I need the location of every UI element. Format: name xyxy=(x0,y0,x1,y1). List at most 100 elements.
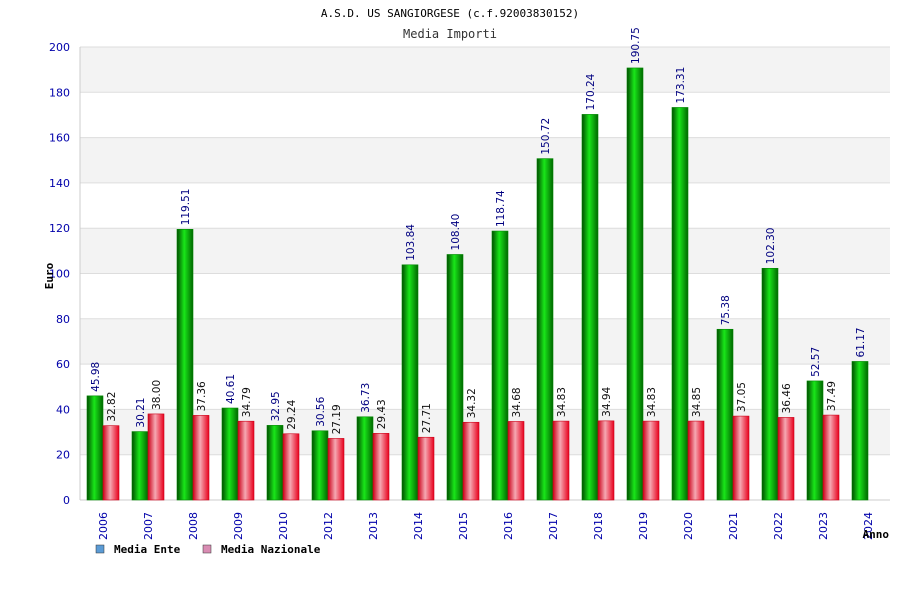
bar-media-ente-2010 xyxy=(266,425,284,501)
bar-media-nazionale-2013 xyxy=(372,433,390,501)
bar-media-ente-2008 xyxy=(176,229,194,501)
grid-lines xyxy=(79,46,890,501)
chart-title: A.S.D. US SANGIORGESE (c.f.92003830152) xyxy=(321,7,579,20)
bar-media-ente-2020 xyxy=(671,107,689,501)
y-tick-label: 100 xyxy=(49,268,70,281)
x-tick-label-2017: 2017 xyxy=(547,512,560,540)
y-axis-ticks: 0 20 40 60 80 100 120 140 160 180 200 xyxy=(49,41,70,507)
bar-label-media-ente-2010: 32.95 xyxy=(270,391,282,421)
x-tick-label-2006: 2006 xyxy=(97,512,110,540)
x-axis-ticks: 2006 2007 2008 2009 2010 2012 2013 2014 2015 2016… xyxy=(97,512,875,540)
x-tick-label-2019: 2019 xyxy=(637,512,650,540)
bar-label-media-ente-2012: 30.56 xyxy=(315,396,327,426)
bar-media-ente-2015 xyxy=(446,254,464,501)
bar-media-nazionale-2020 xyxy=(687,420,705,501)
x-tick-label-2024: 2024 xyxy=(862,512,875,540)
y-tick-label: 0 xyxy=(63,494,70,507)
plot-band xyxy=(80,409,890,455)
bar-media-nazionale-2014 xyxy=(417,436,435,501)
bar-label-media-ente-2020: 173.31 xyxy=(675,67,687,104)
y-tick-label: 140 xyxy=(49,177,70,190)
x-tick-label-2013: 2013 xyxy=(367,512,380,540)
bar-label-media-nazionale-2016: 34.68 xyxy=(511,387,523,417)
x-tick-label-2018: 2018 xyxy=(592,512,605,540)
bar-media-ente-2017 xyxy=(536,158,554,501)
bar-media-ente-2018 xyxy=(581,114,599,501)
bar-label-media-ente-2014: 103.84 xyxy=(405,224,417,261)
chart-subtitle: Media Importi xyxy=(403,27,497,41)
bar-label-media-nazionale-2019: 34.83 xyxy=(646,387,658,417)
bar-media-nazionale-2023 xyxy=(822,414,840,501)
bar-label-media-ente-2009: 40.61 xyxy=(225,374,237,404)
bar-value-labels: 45.98 32.82 30.21 38.00 119.51 37.36 40.61 34.7… xyxy=(90,27,867,434)
y-tick-label: 60 xyxy=(56,358,70,371)
bar-media-ente-2006 xyxy=(86,395,104,501)
plot-band xyxy=(80,273,890,319)
legend-item-media-ente: Media Ente xyxy=(95,543,181,556)
bar-media-nazionale-2006 xyxy=(102,425,120,501)
bar-media-nazionale-2016 xyxy=(507,421,525,501)
bar-media-nazionale-2021 xyxy=(732,415,750,501)
y-tick-label: 180 xyxy=(49,86,70,99)
bar-label-media-ente-2013: 36.73 xyxy=(360,383,372,413)
bar-label-media-ente-2022: 102.30 xyxy=(765,228,777,265)
x-tick-label-2020: 2020 xyxy=(682,512,695,540)
legend: Media Ente Media Nazionale xyxy=(95,543,321,556)
bar-label-media-ente-2024: 61.17 xyxy=(855,327,867,357)
bar-media-nazionale-2015 xyxy=(462,421,480,501)
bar-label-media-ente-2019: 190.75 xyxy=(630,27,642,64)
bar-media-nazionale-2022 xyxy=(777,417,795,501)
bar-label-media-nazionale-2015: 34.32 xyxy=(466,388,478,418)
y-axis-label: Euro xyxy=(43,262,56,289)
plot-band xyxy=(80,47,890,93)
bar-media-nazionale-2007 xyxy=(147,413,165,501)
plot-band xyxy=(80,454,890,500)
legend-label-media-nazionale: Media Nazionale xyxy=(221,543,321,556)
bar-label-media-nazionale-2018: 34.94 xyxy=(601,386,613,416)
x-tick-label-2022: 2022 xyxy=(772,512,785,540)
bar-label-media-ente-2015: 108.40 xyxy=(450,214,462,251)
legend-swatch-media-nazionale xyxy=(202,544,212,554)
bar-media-nazionale-2010 xyxy=(282,433,300,501)
bar-label-media-nazionale-2021: 37.05 xyxy=(736,382,748,412)
bar-media-nazionale-2012 xyxy=(327,438,345,501)
bar-media-ente-2016 xyxy=(491,230,509,501)
x-axis-label: Anno xyxy=(863,528,890,541)
x-tick-label-2015: 2015 xyxy=(457,512,470,540)
x-tick-label-2008: 2008 xyxy=(187,512,200,540)
plot-band xyxy=(80,182,890,229)
bar-media-ente-2023 xyxy=(806,380,824,501)
y-tick-label: 20 xyxy=(56,449,70,462)
bar-label-media-nazionale-2009: 34.79 xyxy=(241,387,253,417)
x-tick-label-2021: 2021 xyxy=(727,512,740,540)
plot-band xyxy=(80,228,890,274)
legend-item-media-nazionale: Media Nazionale xyxy=(202,543,321,556)
y-tick-label: 160 xyxy=(49,132,70,145)
bar-media-nazionale-2019 xyxy=(642,420,660,501)
bar-label-media-nazionale-2006: 32.82 xyxy=(106,392,118,422)
plot-background xyxy=(80,47,890,500)
bar-media-nazionale-2008 xyxy=(192,415,210,501)
bar-label-media-nazionale-2023: 37.49 xyxy=(826,381,838,411)
bars xyxy=(86,67,869,501)
bar-media-ente-2022 xyxy=(761,267,779,501)
bar-media-ente-2013 xyxy=(356,416,374,501)
bar-media-nazionale-2017 xyxy=(552,420,570,501)
bar-label-media-ente-2023: 52.57 xyxy=(810,347,822,377)
bar-label-media-nazionale-2017: 34.83 xyxy=(556,387,568,417)
bar-label-media-ente-2007: 30.21 xyxy=(135,398,147,428)
bar-label-media-nazionale-2010: 29.24 xyxy=(286,399,298,429)
x-tick-label-2016: 2016 xyxy=(502,512,515,540)
bar-label-media-nazionale-2007: 38.00 xyxy=(151,380,163,410)
bar-label-media-nazionale-2013: 29.43 xyxy=(376,399,388,429)
legend-swatch-media-ente xyxy=(95,544,105,554)
bar-media-ente-2012 xyxy=(311,430,329,501)
bar-label-media-ente-2008: 119.51 xyxy=(180,189,192,226)
bar-media-ente-2007 xyxy=(131,431,149,501)
plot-band xyxy=(80,92,890,138)
bar-label-media-ente-2021: 75.38 xyxy=(720,295,732,325)
x-tick-label-2012: 2012 xyxy=(322,512,335,540)
bar-label-media-nazionale-2012: 27.19 xyxy=(331,404,343,434)
x-tick-label-2023: 2023 xyxy=(817,512,830,540)
